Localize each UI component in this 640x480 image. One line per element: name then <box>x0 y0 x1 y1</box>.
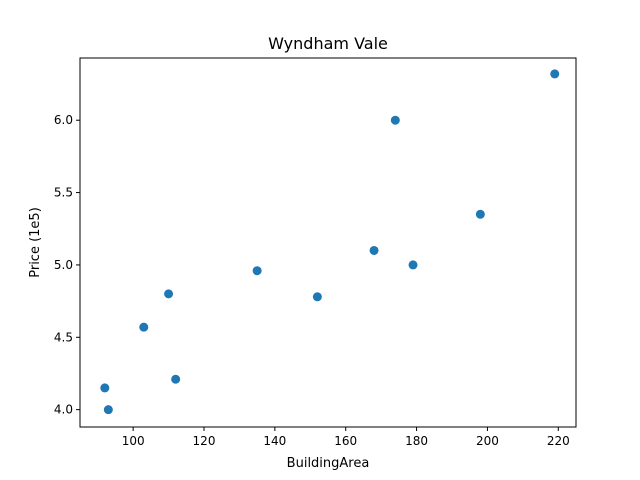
axes-frame <box>79 57 577 428</box>
data-point <box>100 383 110 393</box>
data-point <box>369 245 379 255</box>
data-point <box>550 69 560 79</box>
data-point <box>312 292 322 302</box>
x-tick-label: 220 <box>547 434 570 448</box>
data-point <box>164 289 174 299</box>
y-tick-label: 5.5 <box>54 186 73 200</box>
data-point <box>252 266 262 276</box>
x-tick-label: 100 <box>122 434 145 448</box>
data-point <box>390 115 400 125</box>
data-point <box>475 209 485 219</box>
data-point <box>103 405 113 415</box>
y-tick-label: 4.5 <box>54 330 73 344</box>
x-tick-label: 180 <box>405 434 428 448</box>
plot-area: 100 120 140 160 180 200 220 4.0 4.5 5.0 5.5 6.0 <box>54 69 570 448</box>
x-tick-label: 160 <box>334 434 357 448</box>
x-tick-label: 200 <box>476 434 499 448</box>
chart-title: Wyndham Vale <box>268 34 388 53</box>
y-tick-label: 5.0 <box>54 258 73 272</box>
x-axis-label: BuildingArea <box>287 456 370 471</box>
y-tick-label: 4.0 <box>54 403 73 417</box>
x-tick-label: 120 <box>193 434 216 448</box>
y-axis-label: Price (1e5) <box>28 207 43 278</box>
data-point <box>171 374 181 384</box>
data-point <box>408 260 418 270</box>
y-tick-label: 6.0 <box>54 113 73 127</box>
data-point <box>139 322 149 332</box>
x-tick-label: 140 <box>263 434 286 448</box>
